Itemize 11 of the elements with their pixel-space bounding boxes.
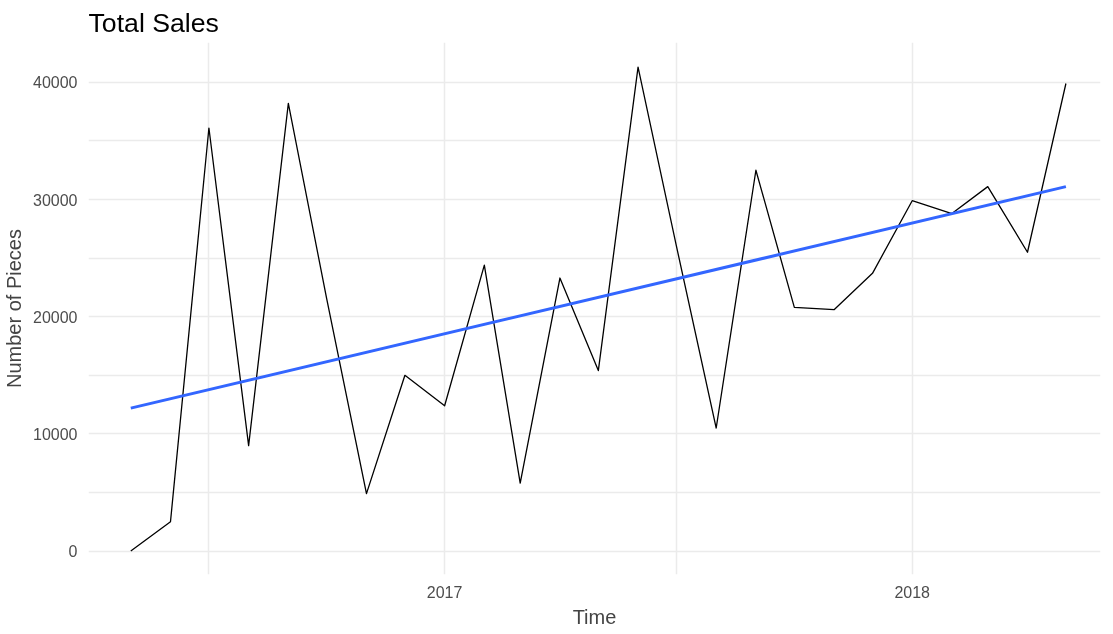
y-tick-label: 40000 xyxy=(33,74,78,92)
x-tick-label: 2018 xyxy=(894,583,931,601)
y-tick-label: 10000 xyxy=(33,425,78,443)
y-tick-label: 30000 xyxy=(33,191,78,209)
y-axis-title: Number of Pieces xyxy=(3,229,26,388)
x-axis-title: Time xyxy=(572,605,617,628)
line-series xyxy=(130,66,1067,552)
chart-title: Total Sales xyxy=(88,7,219,38)
x-tick-label: 2017 xyxy=(426,583,463,601)
y-tick-label: 20000 xyxy=(33,308,78,326)
y-tick-label: 0 xyxy=(68,543,78,561)
